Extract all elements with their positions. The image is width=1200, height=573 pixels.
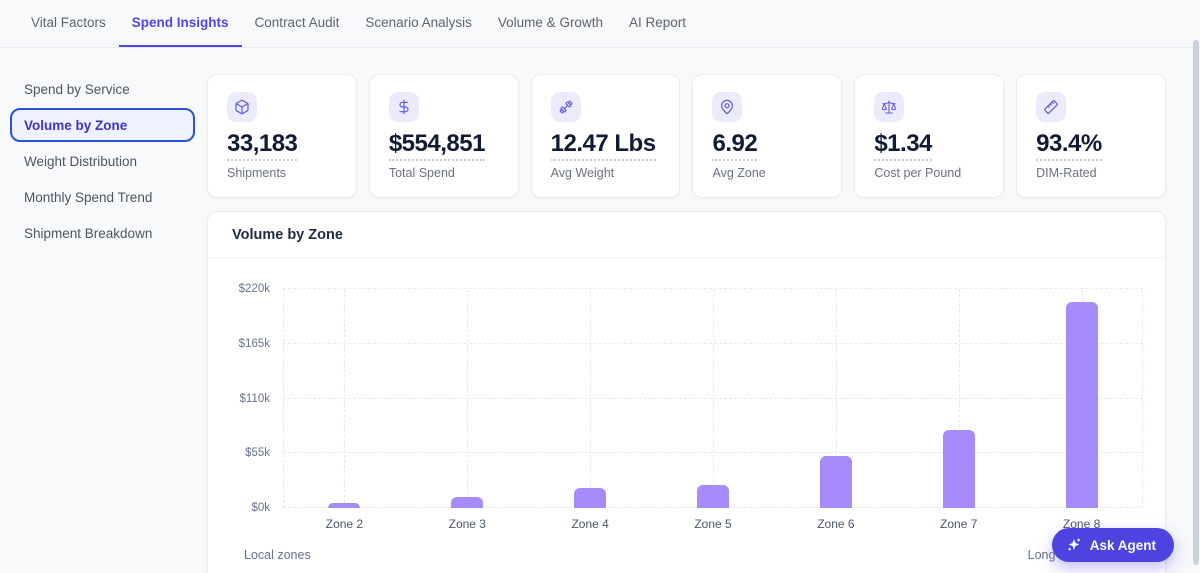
ruler-icon bbox=[1036, 92, 1067, 122]
bar-zone-6[interactable] bbox=[819, 456, 852, 508]
gridline bbox=[283, 288, 1143, 289]
chart-column: Zone 2 bbox=[283, 289, 406, 531]
kpi-label: DIM-Rated bbox=[1036, 166, 1097, 181]
bar-columns: Zone 2 Zone 3 Zone 4 Zone 5 Zone 6 Zone 7 Zone… bbox=[283, 289, 1143, 531]
ask-agent-label: Ask Agent bbox=[1089, 537, 1156, 553]
x-axis-label: Zone 2 bbox=[325, 517, 364, 531]
chart-column: Zone 7 bbox=[897, 289, 1020, 531]
package-icon bbox=[227, 92, 257, 122]
kpi-card-shipments: 33,183 Shipments bbox=[207, 74, 357, 199]
sidebar-item-weight-distribution[interactable]: Weight Distribution bbox=[24, 153, 138, 169]
bar-zone-8[interactable] bbox=[1065, 301, 1098, 508]
x-axis-label: Zone 5 bbox=[694, 517, 732, 531]
kpi-value: 93.4% bbox=[1036, 130, 1146, 162]
panel-header: Volume by Zone bbox=[208, 212, 1165, 258]
ask-agent-button[interactable]: Ask Agent bbox=[1051, 528, 1174, 562]
x-axis-label: Zone 3 bbox=[448, 517, 486, 531]
sidebar-item-shipment-breakdown[interactable]: Shipment Breakdown bbox=[24, 225, 153, 241]
x-axis-label: Zone 6 bbox=[817, 517, 855, 531]
kpi-value: $554,851 bbox=[388, 130, 499, 162]
kpi-card-total-spend: $554,851 Total Spend bbox=[368, 74, 519, 199]
top-tab-bar: Vital Factors Spend Insights Contract Au… bbox=[0, 0, 1200, 48]
x-axis-label: Zone 7 bbox=[940, 517, 978, 531]
gridline bbox=[835, 289, 837, 508]
bar-zone-5[interactable] bbox=[697, 485, 729, 508]
tab-ai-report[interactable]: AI Report bbox=[628, 15, 686, 30]
chart-plot: $0k $55k $110k $165k $220k Zone 2 Zone 3 Zone 4… bbox=[239, 283, 1143, 531]
kpi-label: Cost per Pound bbox=[874, 166, 962, 181]
y-tick-label: $220k bbox=[238, 283, 270, 295]
x-axis-label: Zone 8 bbox=[1062, 517, 1101, 531]
gridline bbox=[344, 289, 346, 508]
kpi-card-avg-weight: 12.47 Lbs Avg Weight bbox=[530, 74, 681, 199]
y-tick-label: $110k bbox=[239, 392, 270, 405]
dollar-icon bbox=[388, 92, 419, 122]
gridline bbox=[467, 289, 469, 508]
kpi-label: Shipments bbox=[227, 166, 287, 181]
vertical-scrollbar[interactable] bbox=[1193, 40, 1199, 565]
chart-column: Zone 8 bbox=[1020, 289, 1143, 531]
tab-spend-insights[interactable]: Spend Insights bbox=[118, 0, 242, 47]
tab-volume-growth[interactable]: Volume & Growth bbox=[497, 15, 603, 30]
sidebar: Spend by Service Volume by Zone Weight D… bbox=[0, 48, 205, 573]
chart-footer: Local zones Long-distance zones bbox=[244, 548, 1143, 562]
gridline bbox=[590, 289, 592, 508]
kpi-value: 12.47 Lbs bbox=[550, 130, 661, 162]
y-tick-label: $55k bbox=[245, 447, 270, 460]
kpi-card-row: 33,183 Shipments $554,851 Total Spend 12… bbox=[207, 74, 1166, 199]
kpi-card-cost-per-pound: $1.34 Cost per Pound bbox=[854, 74, 1005, 199]
scale-icon bbox=[874, 92, 905, 122]
sidebar-item-volume-by-zone[interactable]: Volume by Zone bbox=[10, 108, 195, 142]
main-content: 33,183 Shipments $554,851 Total Spend 12… bbox=[205, 48, 1200, 573]
chart-column: Zone 3 bbox=[406, 289, 529, 531]
sidebar-item-monthly-spend-trend[interactable]: Monthly Spend Trend bbox=[24, 189, 153, 205]
sparkles-icon bbox=[1068, 538, 1080, 551]
bar-zone-7[interactable] bbox=[942, 430, 975, 508]
kpi-label: Total Spend bbox=[388, 166, 455, 181]
tab-vital-factors[interactable]: Vital Factors bbox=[31, 15, 106, 30]
kpi-label: Avg Weight bbox=[550, 166, 615, 181]
footer-label-local-zones: Local zones bbox=[244, 548, 311, 562]
kpi-label: Avg Zone bbox=[712, 166, 766, 181]
kpi-card-dim-rated: 93.4% DIM-Rated bbox=[1016, 74, 1166, 199]
y-tick-label: $0k bbox=[251, 502, 270, 514]
chart-column: Zone 4 bbox=[529, 289, 652, 531]
kpi-value: $1.34 bbox=[874, 130, 984, 162]
bar-zone-2[interactable] bbox=[328, 503, 361, 508]
tab-scenario-analysis[interactable]: Scenario Analysis bbox=[365, 15, 472, 30]
bar-zone-3[interactable] bbox=[451, 497, 484, 508]
gridline bbox=[958, 289, 960, 508]
kpi-value: 6.92 bbox=[712, 130, 822, 162]
x-axis-label: Zone 4 bbox=[571, 517, 609, 531]
kpi-value: 33,183 bbox=[227, 130, 337, 162]
map-pin-icon bbox=[712, 92, 743, 122]
y-tick-label: $165k bbox=[238, 337, 270, 350]
tab-contract-audit[interactable]: Contract Audit bbox=[254, 15, 340, 30]
chart-column: Zone 5 bbox=[652, 289, 775, 531]
sidebar-item-spend-by-service[interactable]: Spend by Service bbox=[24, 81, 130, 97]
dumbbell-icon bbox=[550, 92, 581, 122]
bar-zone-4[interactable] bbox=[574, 488, 607, 508]
volume-by-zone-panel: Volume by Zone $0k $55k $110k $165k $220k Zon… bbox=[207, 211, 1166, 573]
chart-column: Zone 6 bbox=[774, 289, 897, 531]
gridline bbox=[713, 289, 714, 508]
kpi-card-avg-zone: 6.92 Avg Zone bbox=[692, 74, 843, 199]
chart-title: Volume by Zone bbox=[232, 227, 343, 243]
